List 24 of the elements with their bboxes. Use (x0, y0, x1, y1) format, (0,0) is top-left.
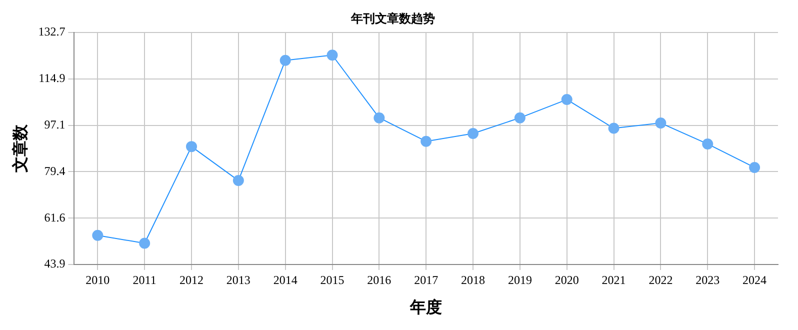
x-tick-label: 2018 (461, 272, 486, 287)
y-axis-title: 文章数 (12, 123, 30, 174)
x-tick-label: 2011 (132, 272, 156, 287)
x-tick-label: 2014 (273, 272, 298, 287)
y-tick-label: 61.6 (44, 210, 66, 224)
x-tick-label: 2016 (367, 272, 392, 287)
x-tick-label: 2019 (508, 272, 532, 287)
x-tick-label: 2010 (86, 272, 110, 287)
x-tick-label: 2024 (742, 272, 767, 287)
y-tick-label: 114.9 (38, 71, 66, 86)
y-tick-label: 43.9 (44, 256, 66, 271)
x-tick-label: 2012 (180, 272, 204, 287)
chart-title: 年刊文章数趋势 (350, 11, 435, 26)
x-tick-label: 2020 (554, 272, 579, 287)
x-tick-label: 2023 (696, 272, 720, 287)
y-tick-label: 132.7 (38, 24, 66, 39)
y-tick-label: 97.1 (44, 118, 66, 132)
x-tick-label: 2013 (226, 272, 250, 287)
x-axis-title: 年度 (409, 298, 442, 317)
x-tick-label: 2015 (320, 272, 344, 287)
x-tick-label: 2021 (602, 272, 626, 287)
x-tick-label: 2017 (414, 272, 438, 287)
x-tick-label: 2022 (648, 272, 673, 287)
y-tick-label: 79.4 (44, 164, 66, 178)
